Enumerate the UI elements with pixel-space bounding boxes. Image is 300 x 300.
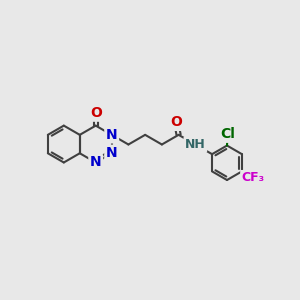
Text: O: O bbox=[90, 106, 102, 120]
Text: CF₃: CF₃ bbox=[242, 171, 265, 184]
Text: O: O bbox=[170, 116, 182, 129]
Text: N: N bbox=[106, 128, 118, 142]
Text: NH: NH bbox=[185, 138, 206, 151]
Text: N: N bbox=[106, 146, 118, 160]
Text: N: N bbox=[90, 155, 101, 170]
Text: Cl: Cl bbox=[220, 127, 235, 141]
